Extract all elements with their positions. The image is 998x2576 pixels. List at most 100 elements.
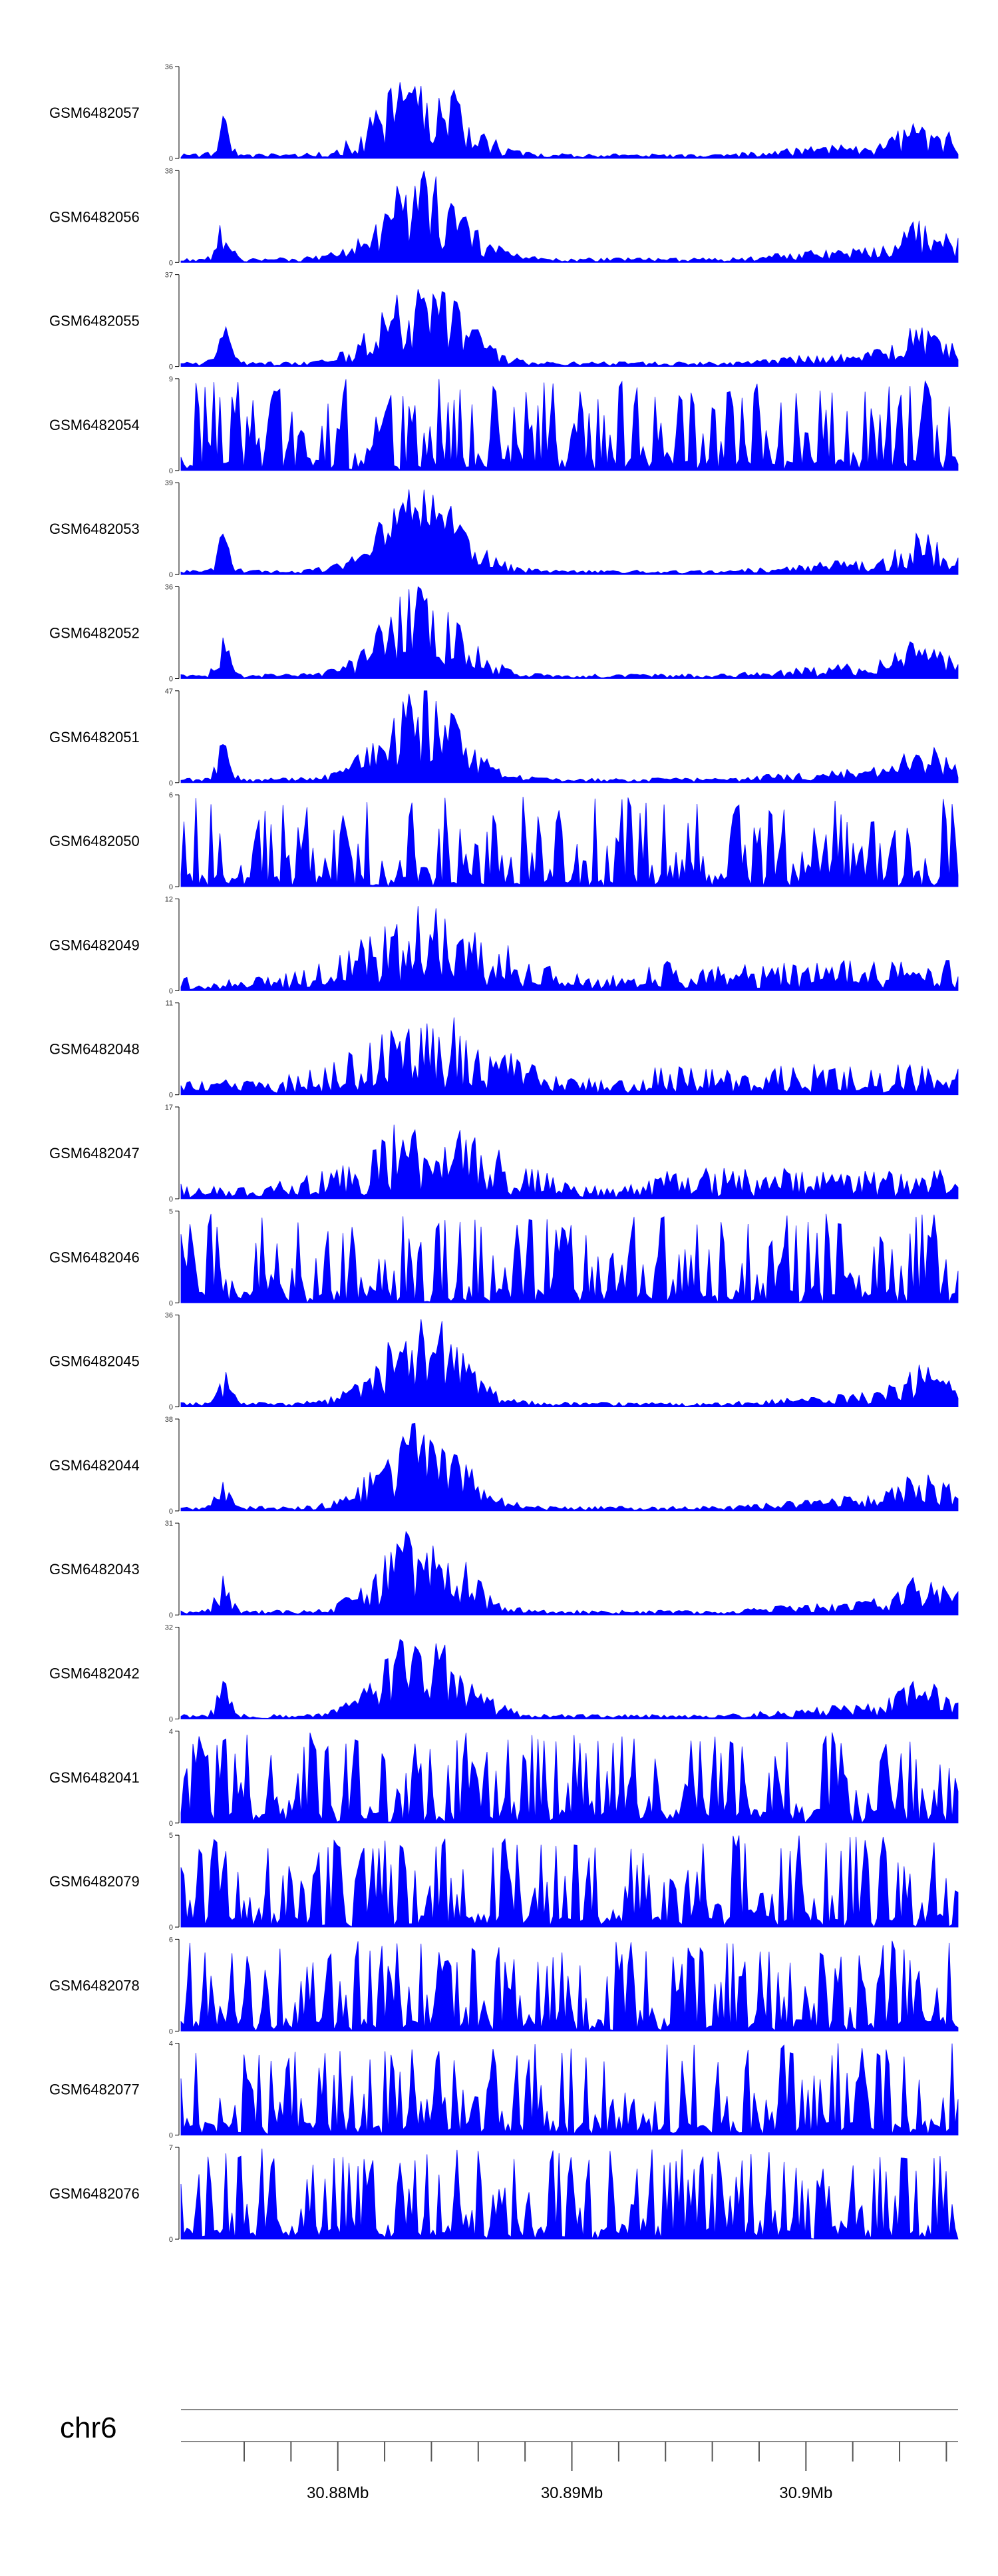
y-tick-label-min: 0 <box>169 883 173 891</box>
track-label: GSM6482043 <box>49 1561 140 1578</box>
y-tick-label-min: 0 <box>169 1924 173 1932</box>
y-tick-label-min: 0 <box>169 779 173 787</box>
track-label: GSM6482050 <box>49 833 140 849</box>
coverage-area <box>180 1422 959 1512</box>
y-tick-label-max: 17 <box>165 1104 173 1112</box>
track-GSM6482050: GSM6482050 6 0 <box>49 791 959 891</box>
track-label: GSM6482045 <box>49 1353 140 1370</box>
track-GSM6482044: GSM6482044 38 0 <box>49 1416 959 1516</box>
track-label: GSM6482055 <box>49 313 140 329</box>
coverage-area <box>180 1940 959 2032</box>
coverage-area <box>180 906 959 991</box>
y-tick-label-max: 7 <box>169 2144 173 2152</box>
track-GSM6482076: GSM6482076 7 0 <box>49 2144 959 2244</box>
y-tick-label-max: 47 <box>165 688 173 696</box>
track-label: GSM6482053 <box>49 521 140 537</box>
coverage-area <box>180 1639 959 1719</box>
y-tick-label-min: 0 <box>169 2236 173 2244</box>
y-tick-label-min: 0 <box>169 1716 173 1724</box>
coverage-area <box>180 1017 959 1096</box>
track-label: GSM6482048 <box>49 1041 140 1058</box>
coverage-area <box>180 379 959 471</box>
y-tick-label-max: 4 <box>169 2040 173 2048</box>
track-GSM6482047: GSM6482047 17 0 <box>49 1104 959 1203</box>
y-tick-label-max: 39 <box>165 479 173 487</box>
track-GSM6482054: GSM6482054 9 0 <box>49 375 959 475</box>
chromosome-label: chr6 <box>60 2412 117 2444</box>
track-GSM6482053: GSM6482053 39 0 <box>49 479 959 579</box>
coverage-area <box>180 82 959 159</box>
y-tick-label-max: 6 <box>169 791 173 799</box>
track-GSM6482052: GSM6482052 36 0 <box>49 584 959 684</box>
track-label: GSM6482076 <box>49 2185 140 2202</box>
y-tick-label-min: 0 <box>169 1508 173 1516</box>
y-tick-label-max: 5 <box>169 1832 173 1840</box>
track-label: GSM6482056 <box>49 208 140 225</box>
y-tick-label-max: 38 <box>165 167 173 175</box>
y-tick-label-max: 31 <box>165 1520 173 1528</box>
track-label: GSM6482044 <box>49 1457 140 1474</box>
y-tick-label-max: 38 <box>165 1416 173 1424</box>
ruler-position-label: 30.89Mb <box>541 2484 603 2502</box>
track-label: GSM6482046 <box>49 1249 140 1265</box>
y-tick-label-max: 32 <box>165 1624 173 1632</box>
y-tick-label-max: 4 <box>169 1728 173 1736</box>
coverage-area <box>180 1124 959 1199</box>
coverage-area <box>180 289 959 367</box>
track-GSM6482078: GSM6482078 6 0 <box>49 1936 959 2036</box>
coverage-area <box>180 1213 959 1304</box>
y-tick-label-max: 6 <box>169 1936 173 1944</box>
y-tick-label-max: 11 <box>166 1000 173 1008</box>
y-tick-label-min: 0 <box>169 1195 173 1203</box>
coverage-area <box>180 2043 959 2136</box>
track-label: GSM6482049 <box>49 937 140 953</box>
y-tick-label-min: 0 <box>169 155 173 163</box>
ruler-position-label: 30.9Mb <box>779 2484 832 2502</box>
y-tick-label-min: 0 <box>169 1299 173 1307</box>
y-tick-label-max: 36 <box>165 63 173 71</box>
track-GSM6482046: GSM6482046 5 0 <box>49 1207 959 1307</box>
coverage-area <box>180 1835 959 1928</box>
y-tick-label-max: 37 <box>165 272 173 280</box>
coverage-area <box>180 1530 959 1615</box>
coverage-area <box>180 170 959 263</box>
y-tick-label-min: 0 <box>169 1404 173 1412</box>
track-label: GSM6482042 <box>49 1665 140 1682</box>
coverage-area <box>180 690 959 783</box>
y-tick-label-max: 36 <box>165 1312 173 1320</box>
y-tick-label-min: 0 <box>169 987 173 995</box>
y-tick-label-max: 5 <box>169 1207 173 1215</box>
track-label: GSM6482079 <box>49 1873 140 1890</box>
y-tick-label-min: 0 <box>169 676 173 684</box>
track-GSM6482077: GSM6482077 4 0 <box>49 2040 959 2140</box>
track-GSM6482079: GSM6482079 5 0 <box>49 1832 959 1932</box>
track-label: GSM6482054 <box>49 417 140 433</box>
ruler-tick-labels: 30.88Mb 30.89Mb 30.9Mb <box>307 2484 832 2502</box>
track-GSM6482043: GSM6482043 31 0 <box>49 1520 959 1619</box>
y-tick-label-min: 0 <box>169 571 173 579</box>
track-label: GSM6482077 <box>49 2081 140 2098</box>
y-tick-label-max: 9 <box>169 375 173 383</box>
track-GSM6482045: GSM6482045 36 0 <box>49 1312 959 1412</box>
coverage-area <box>180 586 959 679</box>
chromosome-ruler: chr6 30.88Mb 30.89Mb 30.9Mb <box>60 2409 958 2502</box>
track-label: GSM6482052 <box>49 625 140 642</box>
track-label: GSM6482078 <box>49 1977 140 1994</box>
coverage-area <box>180 797 959 888</box>
track-label: GSM6482051 <box>49 729 140 746</box>
y-tick-label-max: 36 <box>165 584 173 592</box>
y-tick-label-min: 0 <box>169 2132 173 2140</box>
ruler-position-label: 30.88Mb <box>307 2484 369 2502</box>
track-GSM6482042: GSM6482042 32 0 <box>49 1624 959 1724</box>
y-tick-label-min: 0 <box>169 467 173 475</box>
coverage-area <box>180 1319 959 1407</box>
track-GSM6482055: GSM6482055 37 0 <box>49 272 959 371</box>
track-GSM6482041: GSM6482041 4 0 <box>49 1728 959 1828</box>
track-label: GSM6482057 <box>49 105 140 121</box>
coverage-area <box>180 2148 959 2240</box>
y-tick-label-min: 0 <box>169 1820 173 1828</box>
y-tick-label-min: 0 <box>169 1611 173 1619</box>
track-label: GSM6482047 <box>49 1145 140 1162</box>
coverage-tracks: GSM6482057360GSM6482056380GSM6482055370G… <box>49 63 959 2244</box>
